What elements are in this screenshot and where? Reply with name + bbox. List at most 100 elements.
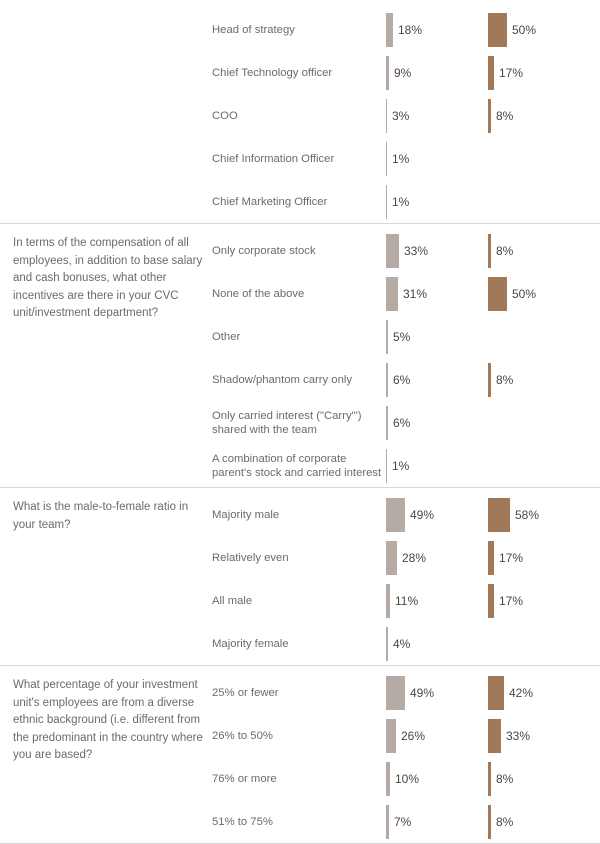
answer-row: 25% or fewer 49% 42% [212, 671, 600, 714]
bar-series-1 [386, 276, 398, 311]
bar-series-1 [386, 233, 399, 268]
answer-label: 51% to 75% [212, 815, 273, 828]
bar-series-2 [488, 675, 504, 710]
bar-cell-series-2: 58% [488, 497, 600, 532]
bar-series-2 [488, 718, 501, 753]
answer-row: Shadow/phantom carry only 6% 8% [212, 358, 600, 401]
answer-row: Head of strategy 18% 50% [212, 8, 600, 51]
bar-cell-series-2: 8% [488, 233, 600, 268]
value-label-series-2: 17% [499, 593, 524, 608]
value-label-series-2: 50% [512, 22, 537, 37]
bar-series-2 [488, 362, 491, 397]
bar-cell-series-2: 8% [488, 804, 600, 839]
bar-cell-series-2: 8% [488, 761, 600, 796]
value-label-series-2: 58% [515, 507, 540, 522]
answer-label: A combination of corporate parent's stoc… [212, 452, 382, 479]
answer-rows: Head of strategy 18% 50% Chief Technology o… [212, 8, 600, 223]
bar-series-1 [386, 184, 387, 219]
bar-series-1 [386, 141, 387, 176]
value-label-series-1: 10% [395, 771, 420, 786]
value-label-series-1: 33% [404, 243, 429, 258]
bar-cell-series-1: 10% [386, 761, 488, 796]
bar-series-1 [386, 540, 397, 575]
value-label-series-2: 17% [499, 550, 524, 565]
bar-series-1 [386, 12, 393, 47]
answer-label: COO [212, 109, 238, 122]
value-label-series-1: 3% [392, 108, 410, 123]
answer-row: COO 3% 8% [212, 94, 600, 137]
bar-cell-series-2 [488, 406, 600, 440]
answer-label: None of the above [212, 287, 305, 300]
answer-label: Relatively even [212, 551, 289, 564]
bar-series-1 [386, 761, 390, 796]
value-label-series-2: 8% [496, 771, 514, 786]
question-text [0, 8, 212, 223]
answer-row: 76% or more 10% 8% [212, 757, 600, 800]
value-label-series-1: 7% [394, 814, 412, 829]
bar-series-1 [386, 718, 396, 753]
value-label-series-1: 11% [395, 593, 419, 608]
bar-cell-series-1: 11% [386, 583, 488, 618]
bar-cell-series-1: 49% [386, 497, 488, 532]
bar-cell-series-1: 1% [386, 448, 488, 483]
question-text: In terms of the compensation of all empl… [13, 237, 203, 319]
question-text: What is the male-to-female ratio in your… [13, 501, 189, 531]
bar-series-1 [386, 497, 405, 532]
bar-cell-series-1: 4% [386, 626, 488, 661]
bar-series-1 [386, 675, 405, 710]
bar-cell-series-1: 6% [386, 405, 488, 440]
bar-cell-series-2: 8% [488, 98, 600, 133]
bar-cell-series-1: 26% [386, 718, 488, 753]
bar-series-1 [386, 405, 388, 440]
bar-series-2 [488, 12, 507, 47]
value-label-series-2: 42% [509, 685, 534, 700]
value-label-series-1: 31% [403, 286, 428, 301]
bar-cell-series-2: 50% [488, 276, 600, 311]
value-label-series-1: 5% [393, 329, 411, 344]
answer-label: Chief Technology officer [212, 66, 333, 79]
value-label-series-1: 18% [398, 22, 423, 37]
answer-rows: 25% or fewer 49% 42% 26% to 50% 26% 33% 76% or… [212, 671, 600, 843]
bar-series-2 [488, 276, 507, 311]
value-label-series-2: 8% [496, 108, 514, 123]
bar-cell-series-2 [488, 449, 600, 483]
bar-cell-series-1: 33% [386, 233, 488, 268]
answer-label: Majority female [212, 637, 289, 650]
answer-label: Other [212, 330, 241, 343]
bar-series-2 [488, 233, 491, 268]
bar-cell-series-2 [488, 627, 600, 661]
bar-series-2 [488, 804, 491, 839]
value-label-series-1: 28% [402, 550, 427, 565]
answer-row: 26% to 50% 26% 33% [212, 714, 600, 757]
value-label-series-2: 8% [496, 243, 514, 258]
value-label-series-1: 4% [393, 636, 411, 651]
bar-cell-series-1: 18% [386, 12, 488, 47]
answer-row: All male 11% 17% [212, 579, 600, 622]
value-label-series-1: 6% [393, 415, 411, 430]
bar-cell-series-2 [488, 142, 600, 176]
bar-cell-series-1: 6% [386, 362, 488, 397]
answer-label: Only carried interest ("Carry"') shared … [212, 409, 362, 436]
value-label-series-2: 33% [506, 728, 531, 743]
answer-label: Only corporate stock [212, 244, 316, 257]
value-label-series-1: 1% [392, 458, 410, 473]
survey-section: What percentage of your investment unit'… [0, 665, 600, 844]
answer-row: Only corporate stock 33% 8% [212, 229, 600, 272]
value-label-series-1: 1% [392, 194, 410, 209]
answer-row: Chief Marketing Officer 1% [212, 180, 600, 223]
bar-series-1 [386, 319, 388, 354]
answer-label: Shadow/phantom carry only [212, 373, 353, 386]
answer-row: None of the above 31% 50% [212, 272, 600, 315]
bar-cell-series-1: 28% [386, 540, 488, 575]
answer-rows: Majority male 49% 58% Relatively even 28% 17%… [212, 493, 600, 665]
bar-series-1 [386, 55, 389, 90]
bar-cell-series-2 [488, 320, 600, 354]
answer-label: 26% to 50% [212, 729, 273, 742]
bar-series-1 [386, 448, 387, 483]
answer-label: Chief Information Officer [212, 152, 335, 165]
bar-cell-series-2 [488, 185, 600, 219]
answer-label: Majority male [212, 508, 280, 521]
bar-cell-series-2: 17% [488, 540, 600, 575]
bar-cell-series-1: 49% [386, 675, 488, 710]
